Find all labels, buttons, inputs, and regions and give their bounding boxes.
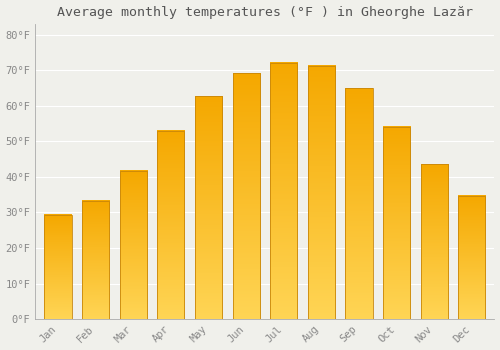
Bar bbox=[308, 66, 335, 319]
Bar bbox=[195, 97, 222, 319]
Bar bbox=[270, 63, 297, 319]
Bar bbox=[120, 171, 147, 319]
Bar bbox=[158, 131, 184, 319]
Bar bbox=[82, 201, 109, 319]
Bar bbox=[383, 127, 410, 319]
Bar bbox=[458, 196, 485, 319]
Bar bbox=[44, 215, 72, 319]
Bar bbox=[346, 88, 372, 319]
Bar bbox=[420, 164, 448, 319]
Bar bbox=[232, 74, 260, 319]
Title: Average monthly temperatures (°F ) in Gheorghe Lazăr: Average monthly temperatures (°F ) in Gh… bbox=[57, 6, 473, 19]
